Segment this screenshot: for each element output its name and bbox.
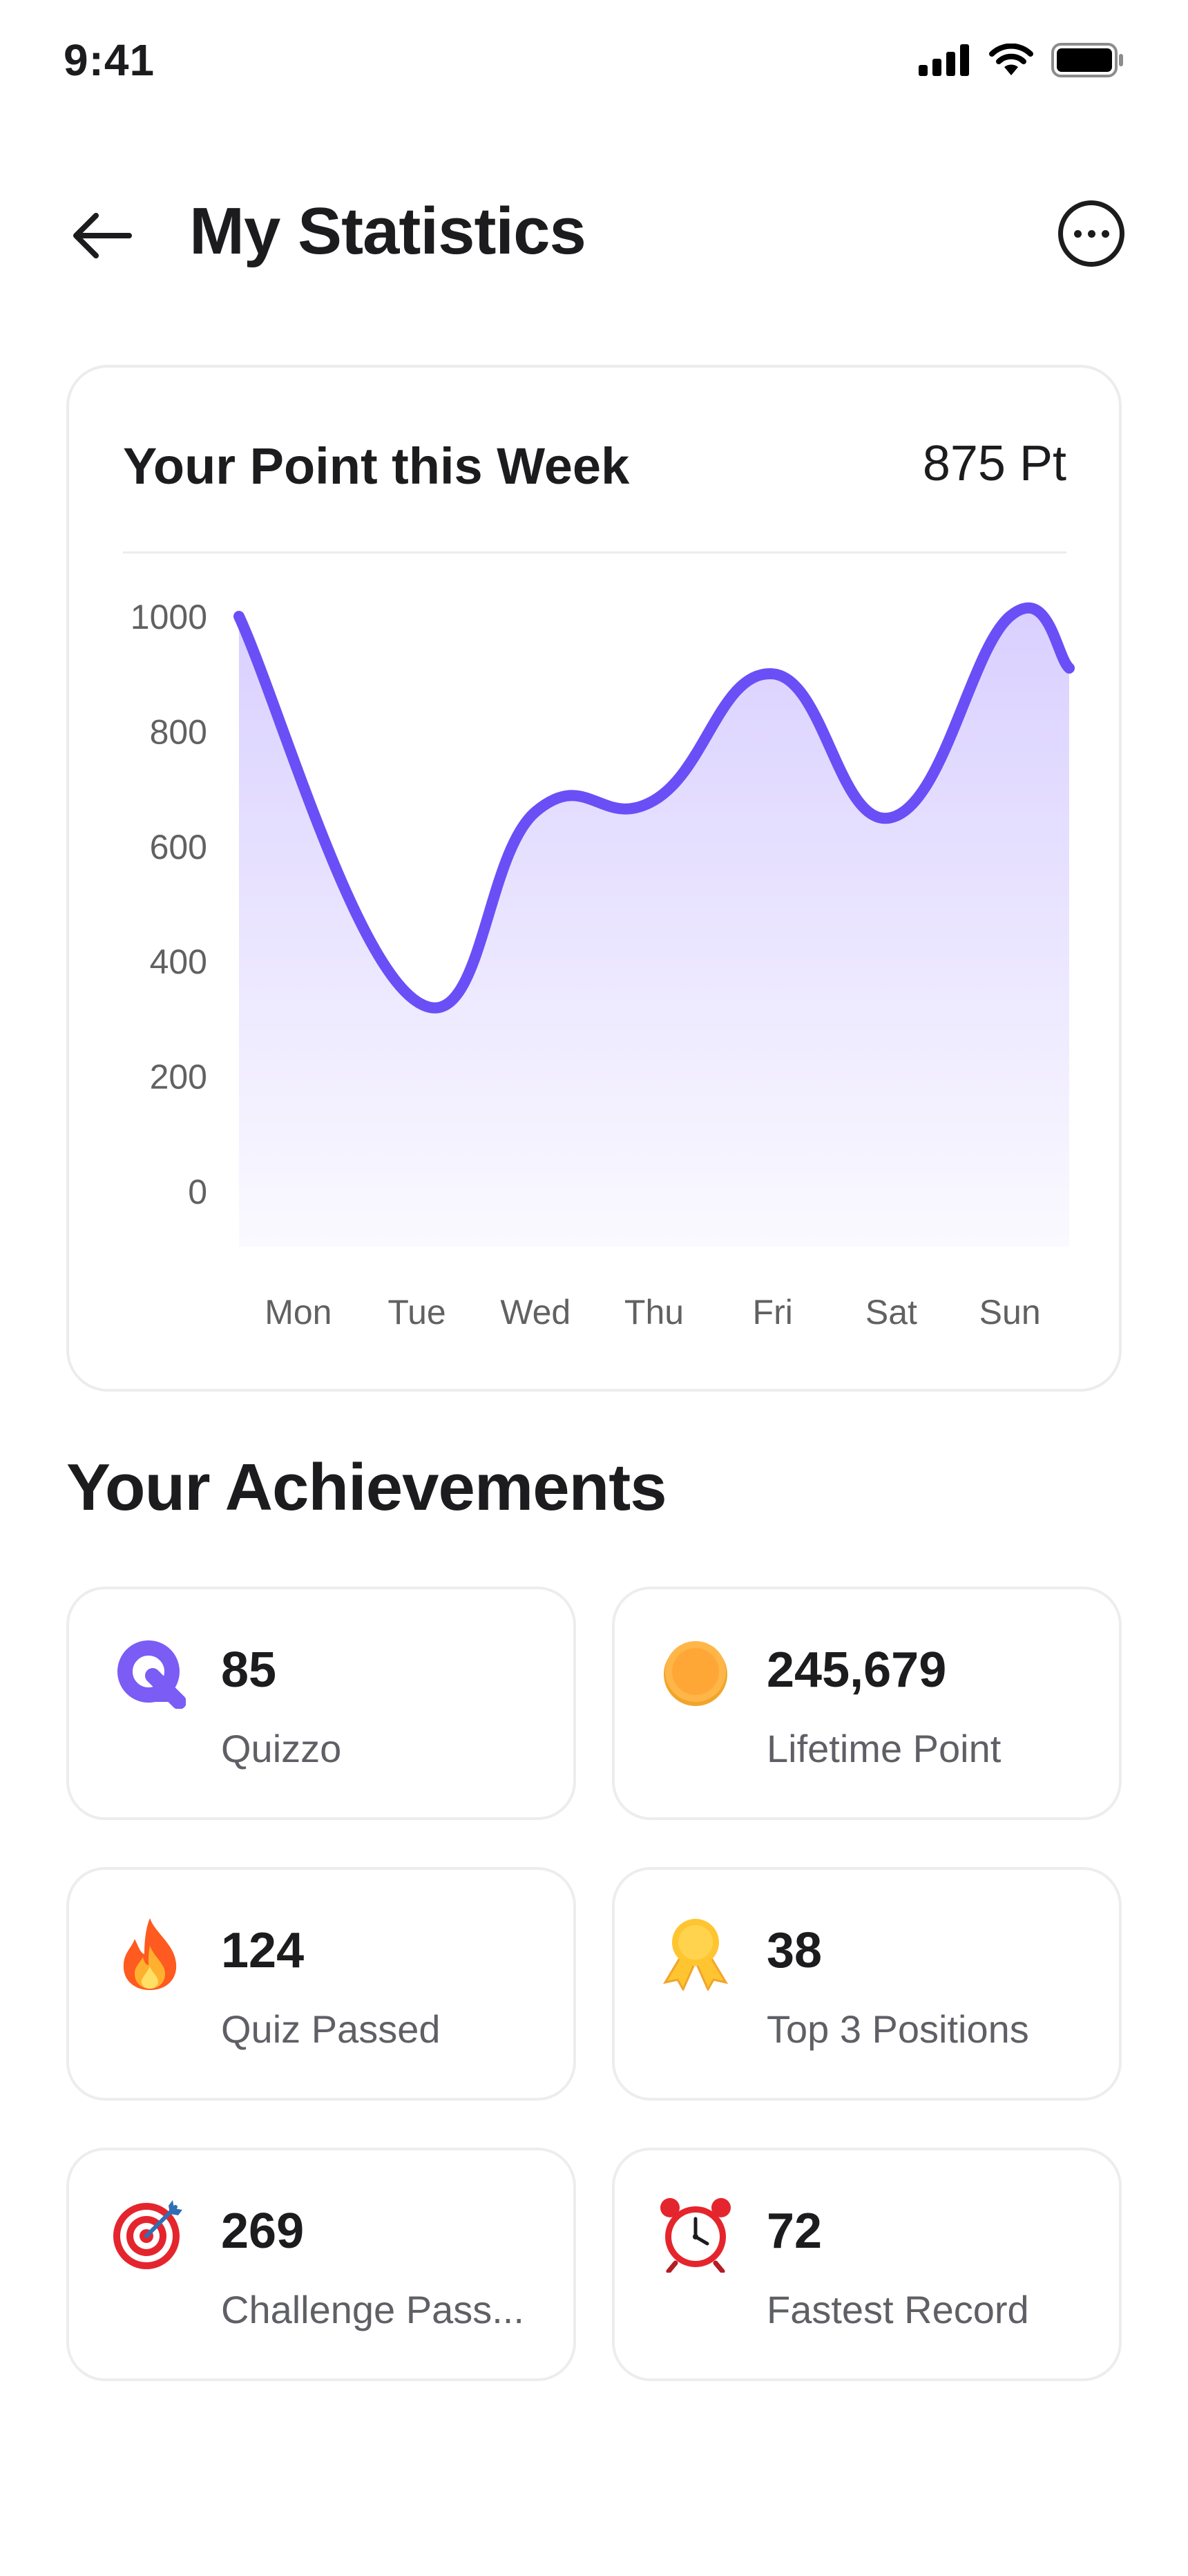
achievement-card-lifetime-point[interactable]: 245,679 Lifetime Point bbox=[612, 1587, 1122, 1820]
y-tick-label: 800 bbox=[150, 712, 207, 751]
y-tick-label: 600 bbox=[150, 828, 207, 866]
quizzo-logo-icon bbox=[112, 1635, 188, 1711]
achievement-label: Challenge Pass... bbox=[221, 2288, 524, 2331]
y-tick-label: 0 bbox=[188, 1173, 207, 1211]
signal-icon bbox=[919, 44, 969, 76]
target-icon bbox=[112, 2196, 188, 2272]
x-tick-label: Thu bbox=[624, 1293, 684, 1332]
weekly-points-value: 875 Pt bbox=[922, 436, 1066, 491]
header: My Statistics bbox=[0, 173, 1188, 297]
alarm-clock-icon bbox=[658, 2196, 734, 2273]
status-icons bbox=[919, 43, 1124, 77]
weekly-points-chart: 1000 800 600 400 200 0 Mon Tue Wed Thu Fri Sat Sun bbox=[131, 598, 1075, 1332]
achievement-label: Lifetime Point bbox=[767, 1727, 1002, 1770]
y-tick-label: 1000 bbox=[131, 598, 207, 636]
x-tick-label: Sat bbox=[865, 1293, 917, 1332]
achievement-card-challenge-passed[interactable]: 269 Challenge Pass... bbox=[66, 2148, 576, 2381]
chart-card-title: Your Point this Week bbox=[123, 437, 630, 495]
achievement-label: Quizzo bbox=[221, 1727, 342, 1770]
more-options-button[interactable] bbox=[1058, 200, 1124, 267]
achievement-label: Top 3 Positions bbox=[767, 2007, 1029, 2051]
medal-icon bbox=[658, 1915, 734, 1991]
achievement-value: 124 bbox=[221, 1923, 305, 1978]
x-tick-label: Sun bbox=[979, 1293, 1041, 1332]
achievement-value: 72 bbox=[767, 2204, 823, 2259]
achievement-card-fastest-record[interactable]: 72 Fastest Record bbox=[612, 2148, 1122, 2381]
fire-icon bbox=[112, 1915, 188, 1991]
x-tick-label: Tue bbox=[387, 1293, 446, 1332]
chart-area-fill bbox=[239, 607, 1069, 1247]
achievement-value: 245,679 bbox=[767, 1642, 947, 1698]
y-tick-label: 200 bbox=[150, 1058, 207, 1097]
status-time: 9:41 bbox=[64, 35, 155, 85]
coin-icon bbox=[658, 1635, 734, 1711]
card-divider bbox=[123, 551, 1066, 553]
achievement-value: 38 bbox=[767, 1923, 823, 1978]
more-dot bbox=[1073, 229, 1082, 238]
status-bar: 9:41 bbox=[0, 0, 1188, 124]
y-tick-label: 400 bbox=[150, 943, 207, 981]
achievement-card-quizzo[interactable]: 85 Quizzo bbox=[66, 1587, 576, 1820]
arrow-left-icon bbox=[73, 213, 132, 258]
achievement-value: 269 bbox=[221, 2204, 305, 2259]
battery-icon bbox=[1051, 43, 1123, 77]
chart-series-line bbox=[233, 602, 1075, 1014]
weekly-points-card: Your Point this Week 875 Pt 1000 800 600 40… bbox=[66, 365, 1122, 1392]
x-tick-label: Fri bbox=[753, 1293, 793, 1332]
achievement-card-top-3-positions[interactable]: 38 Top 3 Positions bbox=[612, 1867, 1122, 2101]
more-dot bbox=[1101, 229, 1109, 238]
back-button[interactable] bbox=[66, 205, 138, 267]
page-title: My Statistics bbox=[189, 194, 586, 268]
achievement-card-quiz-passed[interactable]: 124 Quiz Passed bbox=[66, 1867, 576, 2101]
more-dot bbox=[1087, 229, 1095, 238]
achievement-value: 85 bbox=[221, 1642, 277, 1698]
achievement-label: Fastest Record bbox=[767, 2288, 1029, 2331]
achievements-title: Your Achievements bbox=[66, 1450, 667, 1524]
x-tick-label: Mon bbox=[265, 1293, 332, 1332]
wifi-icon bbox=[989, 44, 1033, 75]
achievement-label: Quiz Passed bbox=[221, 2007, 441, 2051]
x-tick-label: Wed bbox=[500, 1293, 571, 1332]
